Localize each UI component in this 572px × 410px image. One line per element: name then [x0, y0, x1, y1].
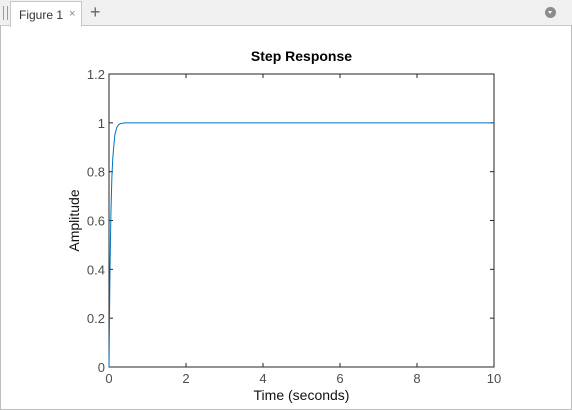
y-tick-label: 1 [98, 116, 105, 131]
y-tick-label: 0.8 [87, 165, 105, 180]
figure-tab-bar: Figure 1 × + [0, 0, 572, 27]
chevron-down-circle-icon[interactable] [545, 7, 556, 18]
x-tick-label: 8 [413, 371, 420, 386]
y-axis-label: Amplitude [66, 189, 82, 251]
x-tick-label: 10 [487, 371, 501, 386]
plus-icon[interactable]: + [90, 2, 101, 22]
window-border-left [0, 26, 1, 410]
y-tick-label: 0.6 [87, 214, 105, 229]
series-line [108, 122, 494, 368]
step-response-chart: 0 2 4 6 8 10 0 0.2 0.4 0.6 0.8 1 1.2 Step Response T… [66, 48, 501, 403]
x-tick-label: 2 [182, 371, 189, 386]
y-tick-label: 1.2 [87, 67, 105, 82]
tab-figure-1-label: Figure 1 [19, 7, 64, 22]
drag-grip-icon[interactable] [3, 6, 8, 20]
y-tick-label: 0.2 [87, 311, 105, 326]
x-tick-label: 4 [259, 371, 266, 386]
y-tick-label: 0 [98, 360, 105, 375]
close-icon[interactable]: × [69, 8, 76, 20]
tab-figure-1[interactable]: Figure 1 × [10, 1, 82, 27]
y-tick-label: 0.4 [87, 262, 105, 277]
x-axis-label: Time (seconds) [254, 387, 350, 403]
x-tick-label: 6 [336, 371, 343, 386]
x-tick-label: 0 [105, 371, 112, 386]
plot-area [108, 73, 495, 368]
chart-title: Step Response [251, 48, 352, 64]
